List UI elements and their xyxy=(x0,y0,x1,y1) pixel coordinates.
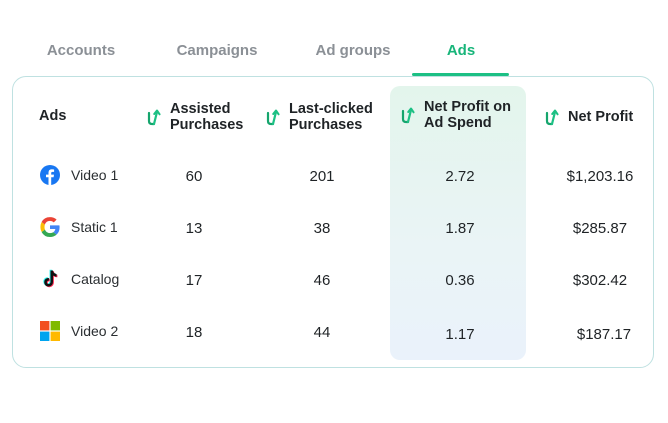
net-profit-cell: $187.17 xyxy=(576,326,632,343)
ad-name[interactable]: Video 2 xyxy=(71,323,119,339)
header-last-clicked-purchases: Last-clicked Purchases xyxy=(289,101,373,133)
npoas-cell: 1.87 xyxy=(445,220,475,237)
header-assisted-line1: Assisted xyxy=(170,101,231,117)
ad-name[interactable]: Static 1 xyxy=(71,219,118,235)
trend-arrow-icon xyxy=(266,109,280,126)
header-net-profit-on-ad-spend: Net Profit on Ad Spend xyxy=(424,99,511,131)
header-net-profit: Net Profit xyxy=(568,109,634,125)
ad-name[interactable]: Video 1 xyxy=(71,167,119,183)
last-clicked-purchases-cell: 38 xyxy=(313,220,331,237)
assisted-purchases-cell: 60 xyxy=(185,168,203,185)
trend-arrow-icon xyxy=(401,107,415,124)
header-npoas-line2: Ad Spend xyxy=(424,115,492,131)
microsoft-icon xyxy=(40,321,60,341)
facebook-icon xyxy=(40,165,60,185)
assisted-purchases-cell: 18 xyxy=(185,324,203,341)
trend-arrow-icon xyxy=(147,109,161,126)
assisted-purchases-cell: 13 xyxy=(185,220,203,237)
header-last-line2: Purchases xyxy=(289,117,363,133)
npoas-cell: 0.36 xyxy=(445,272,475,289)
ad-name[interactable]: Catalog xyxy=(71,271,120,287)
npoas-cell: 2.72 xyxy=(445,168,475,185)
tab-ad-groups[interactable]: Ad groups xyxy=(315,42,391,59)
last-clicked-purchases-cell: 46 xyxy=(313,272,331,289)
npoas-cell: 1.17 xyxy=(445,326,475,343)
header-npoas-line1: Net Profit on xyxy=(424,99,511,115)
tab-accounts[interactable]: Accounts xyxy=(46,42,116,59)
net-profit-cell: $1,203.16 xyxy=(566,168,634,185)
tiktok-icon xyxy=(43,269,58,288)
highlighted-column xyxy=(390,86,526,360)
tab-ads[interactable]: Ads xyxy=(446,42,476,59)
header-ads: Ads xyxy=(39,108,67,124)
header-last-line1: Last-clicked xyxy=(289,101,373,117)
active-tab-indicator xyxy=(412,73,509,76)
tab-bar: Accounts Campaigns Ad groups Ads xyxy=(0,0,668,76)
ads-table-card xyxy=(12,76,654,368)
tab-campaigns[interactable]: Campaigns xyxy=(176,42,258,59)
assisted-purchases-cell: 17 xyxy=(185,272,203,289)
net-profit-cell: $285.87 xyxy=(572,220,628,237)
header-assisted-line2: Purchases xyxy=(170,117,244,133)
trend-arrow-icon xyxy=(545,109,559,126)
net-profit-cell: $302.42 xyxy=(572,272,628,289)
header-assisted-purchases: Assisted Purchases xyxy=(170,101,243,133)
google-icon xyxy=(40,217,60,237)
last-clicked-purchases-cell: 44 xyxy=(313,324,331,341)
last-clicked-purchases-cell: 201 xyxy=(309,168,335,185)
